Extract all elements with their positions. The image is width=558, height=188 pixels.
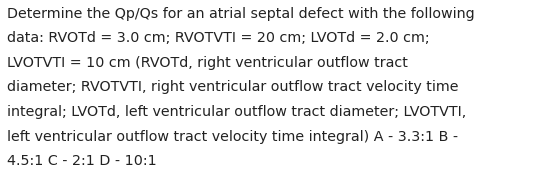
Text: Determine the Qp/Qs for an atrial septal defect with the following: Determine the Qp/Qs for an atrial septal… [7,7,475,20]
Text: left ventricular outflow tract velocity time integral) A - 3.3:1 B -: left ventricular outflow tract velocity … [7,130,458,144]
Text: 4.5:1 C - 2:1 D - 10:1: 4.5:1 C - 2:1 D - 10:1 [7,154,157,168]
Text: LVOTVTI = 10 cm (RVOTd, right ventricular outflow tract: LVOTVTI = 10 cm (RVOTd, right ventricula… [7,56,408,70]
Text: diameter; RVOTVTI, right ventricular outflow tract velocity time: diameter; RVOTVTI, right ventricular out… [7,80,459,94]
Text: integral; LVOTd, left ventricular outflow tract diameter; LVOTVTI,: integral; LVOTd, left ventricular outflo… [7,105,466,119]
Text: data: RVOTd = 3.0 cm; RVOTVTI = 20 cm; LVOTd = 2.0 cm;: data: RVOTd = 3.0 cm; RVOTVTI = 20 cm; L… [7,31,430,45]
